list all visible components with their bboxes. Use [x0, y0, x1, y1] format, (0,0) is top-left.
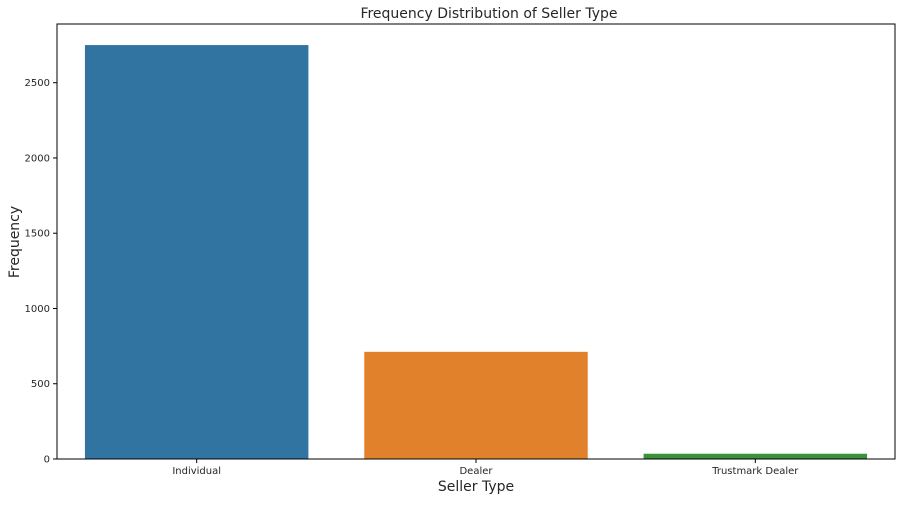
bar-trustmark-dealer	[643, 453, 868, 459]
y-tick-label: 1000	[25, 304, 50, 315]
x-tick-label: Individual	[172, 466, 221, 477]
bars-group	[84, 45, 868, 460]
bar-dealer	[364, 351, 588, 459]
x-axis-ticks: Individual Dealer Trustmark Dealer	[172, 459, 799, 477]
y-tick-label: 1500	[25, 229, 50, 240]
x-tick-label: Dealer	[459, 466, 493, 477]
x-axis-label: Seller Type	[438, 479, 514, 495]
y-tick-label: 500	[31, 379, 50, 390]
chart-title: Frequency Distribution of Seller Type	[360, 6, 617, 22]
y-tick-label: 0	[44, 455, 50, 466]
y-axis-ticks: 0 500 1000 1500 2000 2500	[25, 78, 57, 466]
y-tick-label: 2500	[25, 78, 50, 89]
plot-frame	[56, 23, 896, 460]
y-tick-label: 2000	[25, 153, 50, 164]
y-axis-label: Frequency	[7, 206, 23, 278]
bar-individual	[84, 45, 309, 460]
x-tick-label: Trustmark Dealer	[711, 466, 799, 477]
